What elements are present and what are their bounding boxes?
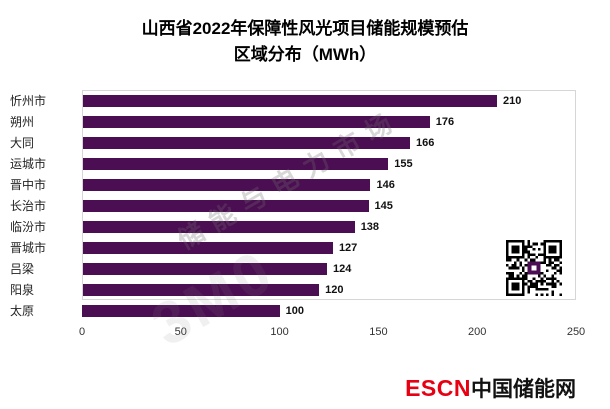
x-axis: 0 50 100 150 200 250 [78,323,585,341]
qr-code [506,240,562,296]
category-label: 大同 [10,136,35,150]
value-label: 138 [360,220,380,233]
brand-cn: 中国储能网 [471,378,576,401]
bar-track: 138 [82,216,576,237]
category-label: 临汾市 [10,220,47,234]
bar-row: 临汾市 138 [10,216,576,237]
bar [82,94,497,107]
category-label: 太原 [10,304,35,318]
x-tick-label: 250 [566,326,586,338]
category-label: 晋城市 [10,241,47,255]
value-label: 120 [325,283,344,296]
bar-row: 忻州市 210 [10,90,576,111]
bar-row: 吕梁 124 [10,258,576,279]
bar [82,220,355,233]
category-label: 运城市 [10,157,47,171]
brand-escn: ESCN [405,375,471,401]
bar [82,199,369,212]
bar-track: 166 [82,132,576,153]
category-label: 阳泉 [10,283,35,297]
bar-row: 长治市 145 [10,195,576,216]
x-tick-label: 100 [270,326,289,338]
value-label: 100 [285,304,304,317]
value-label: 146 [376,178,395,191]
bar-rows: 忻州市 210 朔州 176 大同 166 运城市 155 [10,90,576,323]
category-label: 晋中市 [10,178,47,192]
bar [82,283,320,296]
bar-row: 晋中市 146 [10,174,576,195]
bar-track: 176 [82,111,576,132]
bar-row: 朔州 176 [10,111,576,132]
bar-row: 太原 100 [10,300,576,321]
value-label: 145 [374,199,393,212]
bar [82,178,371,191]
bar-track: 120 [82,279,576,300]
bar-row: 大同 166 [10,132,576,153]
value-label: 124 [333,262,352,275]
bar-track: 124 [82,258,576,279]
value-label: 210 [502,94,522,107]
x-tick-label: 50 [174,326,187,338]
value-label: 155 [394,157,413,170]
value-label: 166 [416,136,435,149]
bar-track: 100 [82,300,576,321]
bar [82,241,333,254]
category-label: 长治市 [10,199,47,213]
value-label: 176 [435,115,455,128]
chart-title-line1: 山西省2022年保障性风光项目储能规模预估 [141,19,469,38]
bar-track: 127 [82,237,576,258]
bar-track: 155 [82,153,576,174]
chart-title: 山西省2022年保障性风光项目储能规模预估 区域分布（MWh） [0,0,610,67]
bar-track: 146 [82,174,576,195]
bar [82,262,328,275]
bar-track: 210 [82,90,576,111]
bar-row: 晋城市 127 [10,237,576,258]
category-label: 朔州 [10,115,35,129]
category-label: 忻州市 [10,94,47,108]
bar [82,136,411,149]
category-label: 吕梁 [10,262,35,276]
bar [82,304,280,317]
x-tick-label: 0 [78,326,86,338]
bar [82,157,389,170]
bar-chart: 忻州市 210 朔州 176 大同 166 运城市 155 [10,90,585,346]
bar-row: 阳泉 120 [10,279,576,300]
chart-title-line2: 区域分布（MWh） [233,44,377,64]
bar-track: 145 [82,195,576,216]
bar-row: 运城市 155 [10,153,576,174]
site-brand: ESCN中国储能网 [405,373,576,403]
x-tick-label: 150 [369,326,388,338]
bar [82,115,430,128]
value-label: 127 [338,241,358,254]
x-tick-label: 200 [468,326,487,338]
